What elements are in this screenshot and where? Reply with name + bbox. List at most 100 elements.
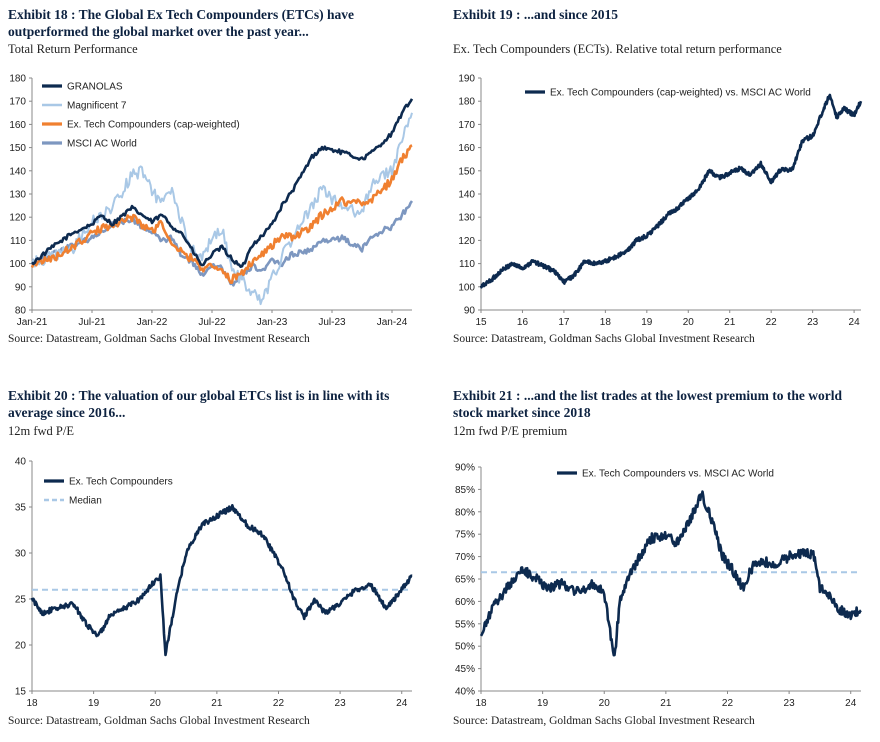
- y-tick-label: 120: [9, 213, 26, 224]
- axes: 90 100 110 120 130 140 150 160 170 180 190 15 16 17 18…: [458, 74, 861, 328]
- y-tick-label: 70%: [455, 552, 475, 563]
- x-tick-label: 22: [273, 698, 285, 709]
- y-tick-label: 50%: [455, 642, 475, 653]
- x-tick-label: 23: [784, 698, 796, 709]
- x-tick-label: 19: [537, 698, 549, 709]
- y-tick-label: 160: [458, 143, 475, 154]
- y-tick-label: 90%: [455, 463, 475, 474]
- exhibit-18-subtitle: Total Return Performance: [8, 42, 138, 56]
- y-tick-label: 30: [15, 549, 27, 560]
- y-tick-label: 140: [9, 166, 26, 177]
- exhibit-19-source: Source: Datastream, Goldman Sachs Global…: [453, 333, 755, 345]
- y-tick-label: 15: [15, 687, 27, 698]
- legend-label: Ex. Tech Compounders vs. MSCI AC World: [582, 469, 774, 480]
- y-tick-label: 150: [9, 143, 26, 154]
- series-line-ex-tech-compounders-cap-weighted-vs-msci-ac-world: [479, 93, 863, 289]
- y-tick-label: 80: [15, 306, 27, 317]
- x-tick-label: 23: [335, 698, 347, 709]
- y-tick-label: 130: [458, 213, 475, 224]
- series-line-ex-tech-compounders-cap-weighted: [30, 144, 413, 284]
- exhibit-21-panel: Exhibit 21 : ...and the list trades at t…: [445, 377, 880, 742]
- exhibit-18-source: Source: Datastream, Goldman Sachs Global…: [8, 333, 310, 345]
- exhibit-19-title: Exhibit 19 : ...and since 2015: [453, 7, 619, 22]
- series-line-msci-ac-world: [30, 200, 414, 287]
- x-tick-label: 24: [849, 317, 861, 328]
- legend: Ex. Tech Compounders Median: [44, 477, 173, 507]
- exhibit-20-subtitle: 12m fwd P/E: [8, 424, 74, 438]
- y-tick-label: 35: [15, 503, 27, 514]
- x-tick-label: 19: [641, 317, 653, 328]
- exhibit-21-chart: 40% 45% 50% 55% 60% 65% 70% 75% 80% 85% 90% 18 19 20 2…: [455, 463, 862, 709]
- legend: Ex. Tech Compounders (cap-weighted) vs. …: [525, 88, 811, 99]
- y-tick-label: 40%: [455, 687, 475, 698]
- y-tick-label: 100: [458, 282, 475, 293]
- x-tick-label: 17: [558, 317, 570, 328]
- exhibit-19-subtitle: Ex. Tech Compounders (ECTs). Relative to…: [453, 42, 782, 56]
- x-tick-label: 20: [150, 698, 162, 709]
- y-tick-label: 180: [458, 97, 475, 108]
- x-tick-label: Jan-23: [257, 317, 288, 328]
- x-tick-label: Jan-24: [377, 317, 408, 328]
- y-tick-label: 20: [15, 641, 27, 652]
- x-tick-label: Jan-21: [17, 317, 48, 328]
- y-tick-label: 45%: [455, 664, 475, 675]
- y-tick-label: 190: [458, 74, 475, 85]
- x-tick-label: 15: [475, 317, 487, 328]
- axes: 40% 45% 50% 55% 60% 65% 70% 75% 80% 85% 90% 18 19 20 2…: [455, 463, 861, 709]
- y-tick-label: 75%: [455, 530, 475, 541]
- x-tick-label: Jul-22: [198, 317, 226, 328]
- exhibit-19-panel: Exhibit 19 : ...and since 2015 Ex. Tech …: [445, 0, 880, 371]
- x-tick-label: 24: [845, 698, 857, 709]
- y-tick-label: 90: [15, 282, 27, 293]
- legend-label: Median: [69, 496, 102, 507]
- x-tick-label: 21: [660, 698, 672, 709]
- axes: 80 90 100 110 120 130 140 150 160 170 180 Jan-21 Jul…: [9, 74, 412, 328]
- exhibit-21-source: Source: Datastream, Goldman Sachs Global…: [453, 715, 755, 727]
- y-tick-label: 60%: [455, 597, 475, 608]
- x-tick-label: 21: [211, 698, 223, 709]
- legend-label: MSCI AC World: [67, 139, 137, 150]
- x-tick-label: Jul-23: [318, 317, 346, 328]
- y-tick-label: 150: [458, 166, 475, 177]
- y-tick-label: 170: [9, 97, 26, 108]
- y-tick-label: 110: [459, 259, 475, 270]
- x-tick-label: 18: [26, 698, 38, 709]
- y-tick-label: 130: [9, 190, 26, 201]
- legend-label: Ex. Tech Compounders (cap-weighted) vs. …: [550, 88, 811, 99]
- x-tick-label: 20: [599, 698, 611, 709]
- legend: GRANOLAS Magnificent 7 Ex. Tech Compounder…: [42, 82, 240, 150]
- y-tick-label: 180: [9, 74, 26, 85]
- series-line-ex-tech-compounders: [30, 504, 413, 657]
- x-tick-label: Jul-21: [78, 317, 106, 328]
- y-tick-label: 55%: [455, 619, 475, 630]
- x-tick-label: 22: [722, 698, 734, 709]
- x-tick-label: 19: [88, 698, 100, 709]
- x-tick-label: 20: [683, 317, 695, 328]
- exhibit-18-chart: 80 90 100 110 120 130 140 150 160 170 180 Jan-21 Jul…: [9, 74, 414, 328]
- x-tick-label: 16: [517, 317, 529, 328]
- exhibit-20-source: Source: Datastream, Goldman Sachs Global…: [8, 715, 310, 727]
- y-tick-label: 40: [15, 457, 27, 468]
- y-tick-label: 80%: [455, 507, 475, 518]
- axes: 15 20 25 30 35 40 18 19 20 21 22 23 24: [15, 457, 412, 709]
- x-tick-label: Jan-22: [137, 317, 168, 328]
- y-tick-label: 110: [10, 236, 26, 247]
- y-tick-label: 140: [458, 190, 475, 201]
- exhibit-21-title: Exhibit 21 : ...and the list trades at t…: [453, 388, 842, 420]
- legend-label: GRANOLAS: [67, 82, 123, 93]
- exhibit-20-panel: Exhibit 20 : The valuation of our global…: [0, 377, 440, 742]
- exhibit-18-title: Exhibit 18 : The Global Ex Tech Compound…: [8, 7, 354, 39]
- y-tick-label: 65%: [455, 575, 475, 586]
- x-tick-label: 23: [807, 317, 819, 328]
- y-tick-label: 120: [458, 236, 475, 247]
- y-tick-label: 160: [9, 120, 26, 131]
- series-line-granolas: [30, 98, 414, 268]
- series-line-ex-tech-compounders-vs-msci-ac-world: [479, 490, 862, 657]
- exhibit-20-chart: 15 20 25 30 35 40 18 19 20 21 22 23 24 Ex. Tech Compo…: [15, 457, 413, 709]
- legend-label: Ex. Tech Compounders (cap-weighted): [67, 120, 240, 131]
- y-tick-label: 170: [458, 120, 475, 131]
- y-tick-label: 25: [15, 595, 27, 606]
- exhibit-21-subtitle: 12m fwd P/E premium: [453, 424, 568, 438]
- exhibit-19-chart: 90 100 110 120 130 140 150 160 170 180 190 15 16 17 18…: [458, 74, 863, 328]
- legend: Ex. Tech Compounders vs. MSCI AC World: [557, 469, 774, 480]
